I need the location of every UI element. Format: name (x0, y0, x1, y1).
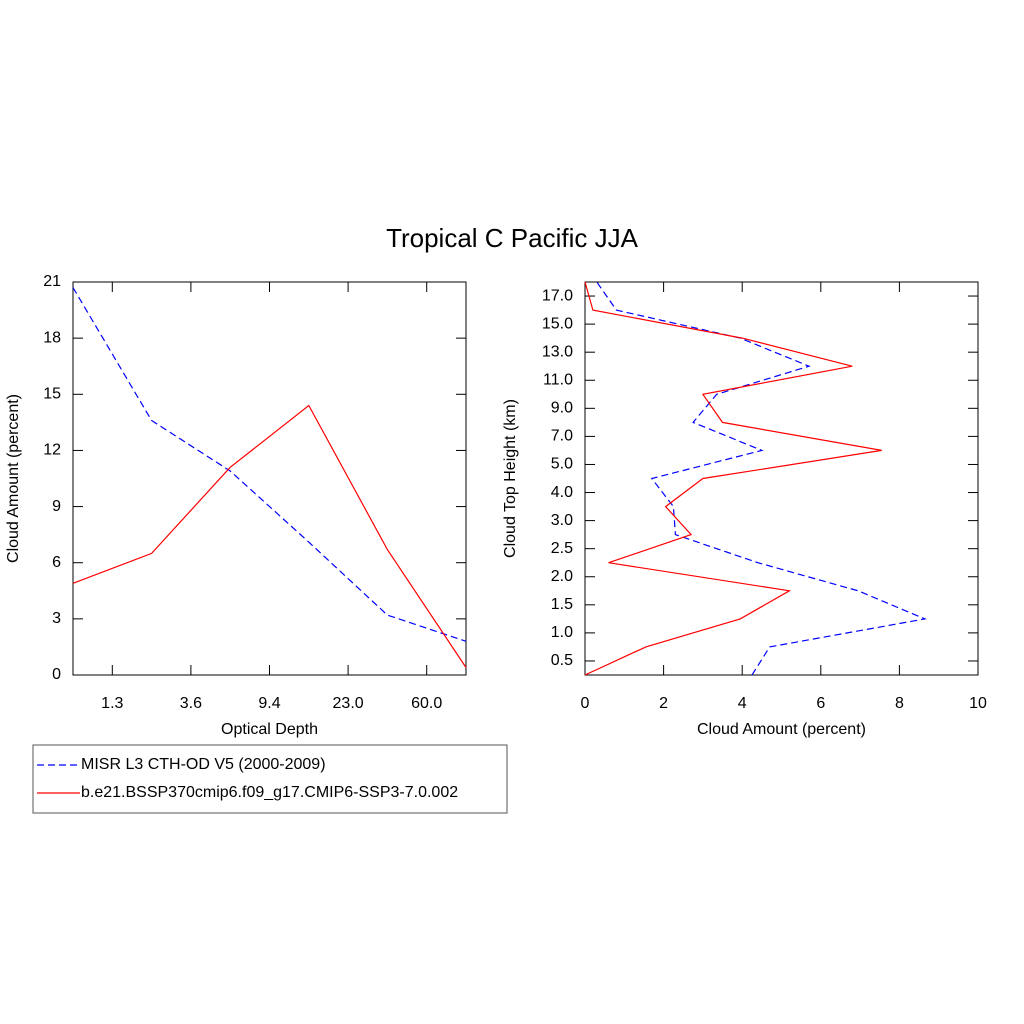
y-axis-label: Cloud Top Height (km) (502, 399, 519, 558)
y-tick-label: 18 (43, 329, 61, 346)
y-tick-label: 11.0 (543, 371, 573, 388)
legend-label: b.e21.BSSP370cmip6.f09_g17.CMIP6-SSP3-7.… (81, 784, 458, 801)
y-tick-label: 2.0 (551, 568, 573, 585)
y-tick-label: 3 (52, 610, 61, 627)
y-tick-label: 21 (43, 273, 61, 290)
x-tick-label: 10 (969, 695, 987, 712)
x-axis-label: Optical Depth (221, 721, 318, 738)
y-tick-label: 4.0 (551, 484, 573, 501)
x-tick-label: 8 (895, 695, 904, 712)
x-tick-label: 0 (581, 695, 590, 712)
y-tick-label: 2.5 (551, 540, 573, 557)
y-tick-label: 12 (43, 442, 61, 459)
y-tick-label: 13.0 (542, 343, 573, 360)
y-axis-label: Cloud Amount (percent) (5, 394, 22, 563)
x-tick-label: 9.4 (258, 695, 280, 712)
y-tick-label: 1.0 (551, 624, 573, 641)
chart-title: Tropical C Pacific JJA (386, 223, 639, 253)
x-tick-label: 3.6 (180, 695, 202, 712)
x-tick-label: 4 (738, 695, 747, 712)
y-tick-label: 6 (52, 554, 61, 571)
series-line (72, 287, 467, 642)
series-line (584, 281, 882, 676)
x-axis-label: Cloud Amount (percent) (697, 721, 866, 738)
series-line (596, 281, 927, 676)
y-tick-label: 7.0 (551, 428, 573, 445)
y-tick-label: 0 (52, 666, 61, 683)
x-tick-label: 1.3 (101, 695, 123, 712)
y-tick-label: 3.0 (551, 512, 573, 529)
x-tick-label: 60.0 (411, 695, 442, 712)
x-tick-label: 2 (659, 695, 668, 712)
y-tick-label: 15.0 (542, 315, 573, 332)
x-tick-label: 6 (816, 695, 825, 712)
y-tick-label: 9.0 (551, 400, 573, 417)
y-tick-label: 0.5 (551, 652, 573, 669)
y-tick-label: 9 (52, 498, 61, 515)
legend-box (32, 744, 508, 814)
y-tick-label: 1.5 (551, 596, 573, 613)
y-tick-label: 17.0 (542, 287, 573, 304)
x-tick-label: 23.0 (333, 695, 364, 712)
series-line (72, 404, 467, 668)
y-tick-label: 5.0 (551, 456, 573, 473)
y-tick-label: 15 (43, 386, 61, 403)
plot-frame (72, 281, 467, 676)
legend-label: MISR L3 CTH-OD V5 (2000-2009) (81, 756, 326, 773)
plot-frame (584, 281, 979, 676)
